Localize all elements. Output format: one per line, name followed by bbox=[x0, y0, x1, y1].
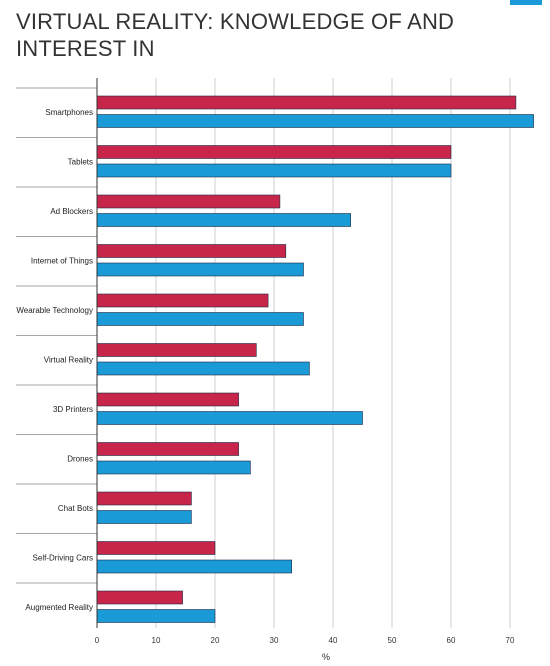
chart-title: VIRTUAL REALITY: KNOWLEDGE OF AND INTERE… bbox=[16, 9, 455, 61]
bar-smartphones-series-2 bbox=[96, 114, 534, 128]
bar-virtual-reality-series-1 bbox=[96, 343, 257, 357]
bar-tablets-series-2 bbox=[96, 163, 452, 178]
bar-self-driving-cars-series-2 bbox=[96, 559, 292, 574]
category-label-self-driving-cars: Self-Driving Cars bbox=[33, 554, 93, 563]
x-tick-label-60: 60 bbox=[447, 636, 456, 645]
bar-chat-bots-series-2 bbox=[96, 510, 192, 524]
bar-ad-blockers-series-2 bbox=[96, 213, 351, 227]
bars bbox=[96, 95, 534, 623]
bar-internet-of-things-series-1 bbox=[96, 244, 287, 258]
bar-self-driving-cars-series-1 bbox=[96, 541, 216, 555]
bar-augmented-reality-series-2 bbox=[96, 609, 216, 623]
bar-augmented-reality-series-1 bbox=[96, 590, 183, 605]
bar-wearable-technology-series-1 bbox=[96, 293, 269, 308]
bar-tablets-series-1 bbox=[96, 145, 452, 159]
category-labels: Smartphones Tablets Ad Blockers Internet of… bbox=[16, 108, 93, 612]
bar-virtual-reality-series-2 bbox=[96, 361, 310, 376]
x-tick-label-0: 0 bbox=[95, 636, 100, 645]
category-label-drones: Drones bbox=[67, 455, 93, 464]
x-tick-label-70: 70 bbox=[506, 636, 515, 645]
x-tick-label-20: 20 bbox=[211, 636, 220, 645]
category-label-internet-of-things: Internet of Things bbox=[31, 257, 93, 266]
x-tick-label-10: 10 bbox=[152, 636, 161, 645]
bar-3d-printers-series-1 bbox=[96, 392, 239, 407]
x-tick-labels: 0 10 20 30 40 50 60 70 bbox=[95, 636, 515, 645]
bar-drones-series-1 bbox=[96, 442, 239, 456]
category-label-tablets: Tablets bbox=[68, 158, 93, 167]
x-axis-label: % bbox=[322, 652, 330, 662]
bar-smartphones-series-1 bbox=[96, 95, 517, 110]
bar-chat-bots-series-1 bbox=[96, 491, 192, 506]
category-label-chat-bots: Chat Bots bbox=[58, 504, 93, 513]
x-tick-label-50: 50 bbox=[388, 636, 397, 645]
x-tick-label-40: 40 bbox=[329, 636, 338, 645]
category-label-ad-blockers: Ad Blockers bbox=[50, 207, 93, 216]
category-label-augmented-reality: Augmented Reality bbox=[25, 603, 93, 612]
x-tick-label-30: 30 bbox=[270, 636, 279, 645]
bar-wearable-technology-series-2 bbox=[96, 312, 304, 326]
corner-tab-decoration bbox=[510, 0, 542, 5]
bar-ad-blockers-series-1 bbox=[96, 194, 281, 209]
bar-internet-of-things-series-2 bbox=[96, 262, 304, 277]
category-label-virtual-reality: Virtual Reality bbox=[44, 356, 93, 365]
bar-3d-printers-series-2 bbox=[96, 411, 363, 425]
bar-drones-series-2 bbox=[96, 460, 251, 475]
category-label-smartphones: Smartphones bbox=[45, 108, 93, 117]
category-separators bbox=[16, 87, 97, 584]
category-label-3d-printers: 3D Printers bbox=[53, 405, 93, 414]
category-label-wearable-technology: Wearable Technology bbox=[16, 306, 93, 315]
